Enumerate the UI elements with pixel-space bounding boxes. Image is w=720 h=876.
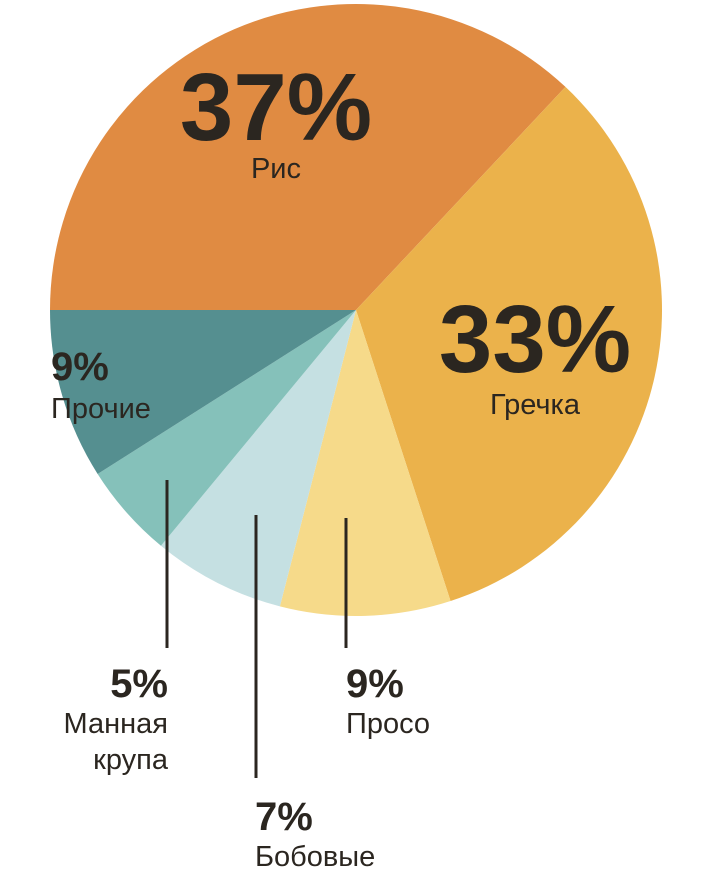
pct-label-grechka: 33% — [439, 286, 631, 393]
label-grechka: Гречка — [490, 389, 581, 421]
label-prochie: Прочие — [51, 393, 151, 425]
label-proso: Просо — [346, 708, 430, 740]
pct-label-ris: 37% — [180, 54, 372, 161]
pct-label-bobovye: 7% — [255, 795, 313, 839]
label-ris: Рис — [251, 153, 301, 185]
label-bobovye: Бобовые — [255, 841, 375, 873]
pie-slice-5 — [50, 310, 356, 474]
pie-slice-2 — [279, 310, 451, 616]
pct-label-prochie: 9% — [51, 345, 109, 389]
pie-slice-0 — [50, 3, 566, 310]
label-mannaya-line1: Манная — [64, 708, 168, 740]
pie-slice-4 — [97, 310, 357, 546]
pie-slice-1 — [356, 86, 662, 602]
pie-slice-3 — [160, 310, 356, 607]
pct-label-mannaya: 5% — [110, 662, 168, 706]
label-mannaya-line2: крупа — [93, 744, 169, 776]
pct-label-proso: 9% — [346, 662, 404, 706]
